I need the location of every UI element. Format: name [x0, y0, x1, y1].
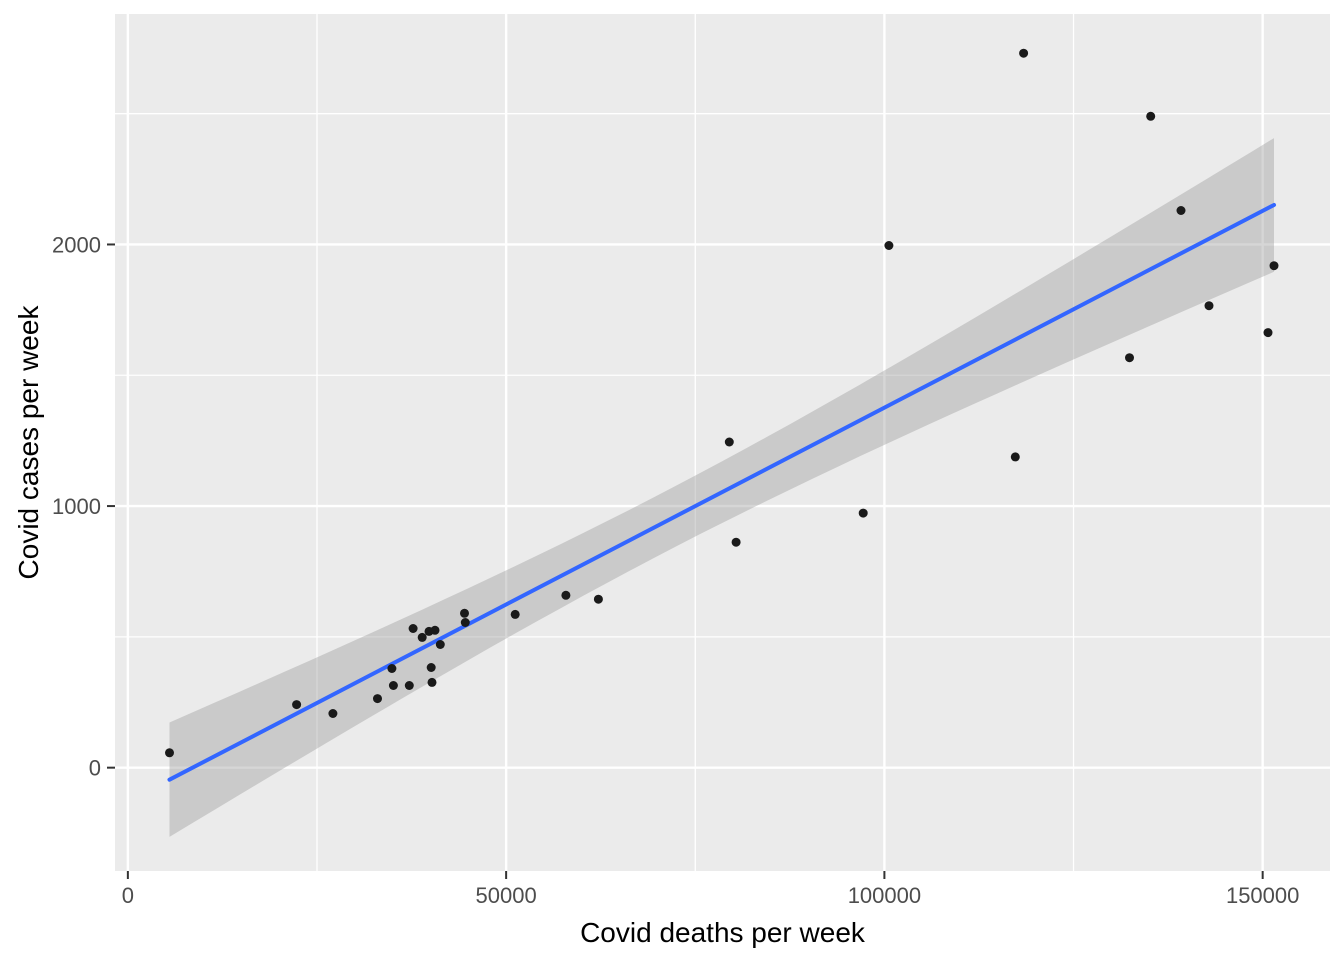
y-axis-title: Covid cases per week: [13, 305, 44, 580]
confidence-band: [169, 138, 1274, 837]
scatter-point: [430, 625, 440, 635]
scatter-point: [1269, 261, 1279, 271]
scatter-point: [292, 700, 302, 710]
x-axis-title: Covid deaths per week: [580, 917, 866, 948]
scatter-point: [435, 640, 445, 649]
scatter-point: [404, 681, 414, 690]
scatter-point: [593, 594, 603, 604]
x-tick-label: 0: [122, 883, 134, 908]
scatter-point: [426, 663, 436, 672]
scatter-point: [417, 632, 427, 642]
scatter-points: [165, 48, 1279, 758]
scatter-point: [724, 437, 734, 447]
scatter-point: [561, 590, 571, 600]
scatter-point: [1125, 353, 1134, 363]
scatter-point: [510, 609, 520, 619]
y-tick-label: 0: [89, 756, 101, 781]
x-tick-label: 50000: [476, 883, 537, 908]
scatter-point: [1263, 328, 1273, 338]
regression-line: [167, 202, 1277, 782]
scatter-point: [1146, 111, 1156, 121]
scatter-point: [387, 664, 397, 673]
x-axis-tick-labels: 0 50000 100000 150000: [122, 883, 1300, 908]
confidence-band-polygon: [169, 138, 1274, 837]
scatter-point: [460, 608, 469, 618]
scatter-point: [373, 694, 382, 704]
scatter-point: [460, 618, 470, 627]
scatter-point: [1204, 301, 1214, 311]
scatter-point: [1019, 48, 1029, 58]
scatter-point: [427, 677, 437, 687]
scatter-point: [884, 241, 894, 250]
y-tick-label: 1000: [52, 494, 101, 519]
x-tick-label: 100000: [848, 883, 921, 908]
scatter-point: [731, 537, 741, 547]
trend-line-group: [167, 202, 1277, 782]
scatter-point: [858, 508, 868, 518]
y-axis-tick-labels: 0 1000 2000: [52, 232, 101, 780]
grid-major-lines: [115, 14, 1330, 871]
scatter-point: [388, 681, 398, 690]
scatter-point: [328, 709, 338, 718]
scatter-point: [408, 624, 418, 633]
scatter-point: [165, 748, 174, 758]
grid-minor-lines: [115, 14, 1330, 871]
scatter-point: [1176, 206, 1186, 215]
y-tick-label: 2000: [52, 232, 101, 257]
x-tick-label: 150000: [1226, 883, 1299, 908]
scatter-point: [1010, 452, 1020, 462]
axis-tick-marks: [107, 243, 1264, 879]
